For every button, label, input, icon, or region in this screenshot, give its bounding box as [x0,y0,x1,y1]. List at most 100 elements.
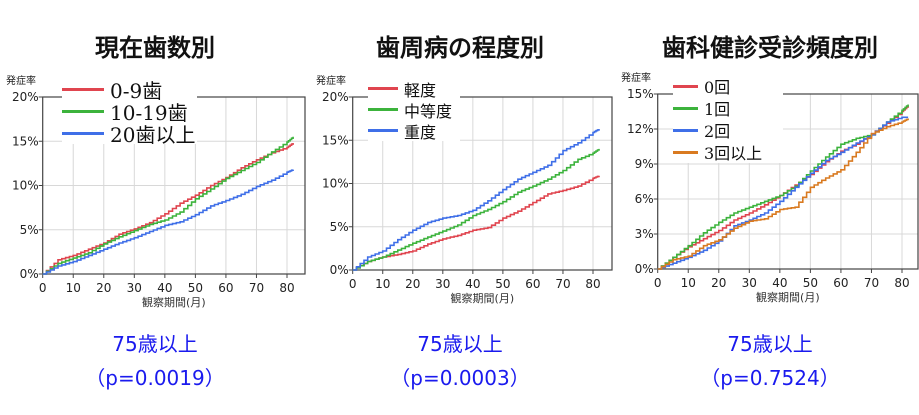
legend-item: 10-19歯 [62,100,197,125]
x-tick-label: 10 [375,277,390,291]
legend-swatch [368,108,398,111]
legend-item: 0回 [673,75,783,97]
legend-label: 20歯以上 [110,122,196,147]
chart-panel: 0 10 20 30 40 50 60 70 80 0% 3% 6% 9% 12% 15% 発症率 観察期間(月… [615,0,919,415]
x-tick-label: 20 [96,281,111,295]
legend-swatch [673,84,698,88]
legend-item: 軽度 [368,78,460,100]
y-tick-label: 0% [330,263,349,277]
chart-subtitle: 75歳以上 [727,332,813,356]
y-tick-label: 6% [635,192,654,206]
legend-item: 1回 [673,97,783,119]
legend-label: 中等度 [404,101,453,121]
legend-swatch [673,150,698,154]
x-tick-label: 0 [349,277,357,291]
y-axis-label: 発症率 [6,74,36,87]
legend-label: 2回 [704,122,731,141]
x-tick-label: 80 [894,276,909,290]
legend-label: 3回以上 [704,144,763,163]
legend-label: 軽度 [404,80,437,100]
chart-svg: 0 10 20 30 40 50 60 70 80 0% 3% 6% 9% 12% 15% 発症率観察期間(月… [621,71,919,304]
legend: 軽度 中等度 重度 [368,78,460,142]
legend-label: 0回 [704,78,731,97]
p-value: （p=0.0019） [85,366,225,390]
x-tick-label: 60 [833,276,848,290]
chart-title: 現在歯数別 [95,34,215,62]
y-axis-label: 発症率 [316,74,346,87]
series-line [657,116,909,270]
x-tick-label: 80 [279,281,294,295]
x-tick-label: 30 [435,277,450,291]
y-tick-label: 3% [635,227,654,241]
x-tick-label: 50 [188,281,203,295]
y-tick-label: 5% [330,220,349,234]
y-tick-label: 20% [12,90,39,104]
plot-frame [352,96,613,271]
x-tick-label: 50 [803,276,818,290]
p-value: （p=0.7524） [700,366,840,390]
x-tick-label: 10 [681,276,696,290]
x-tick-label: 70 [555,277,570,291]
x-tick-label: 20 [405,277,420,291]
y-tick-label: 0% [20,267,39,281]
legend-label: 10-19歯 [110,100,188,125]
chart-title: 歯周病の程度別 [376,34,544,62]
legend-item: 0-9歯 [62,78,197,103]
series-line [42,143,294,275]
x-tick-label: 70 [864,276,879,290]
chart-panel: 0 10 20 30 40 50 60 70 80 0% 5% 10% 15% 20% 発症率 観察期間(月)… [310,0,615,415]
x-tick-label: 10 [66,281,81,295]
x-tick-label: 70 [249,281,264,295]
x-axis-label: 観察期間(月) [142,295,206,309]
x-tick-label: 30 [127,281,142,295]
x-tick-label: 80 [585,277,600,291]
x-tick-label: 0 [39,281,47,295]
y-tick-label: 5% [20,223,39,237]
series-line [42,136,294,275]
y-tick-label: 15% [12,134,39,148]
legend-item: 3回以上 [673,141,783,163]
x-tick-label: 40 [465,277,480,291]
x-axis-label: 観察期間(月) [756,290,820,304]
legend-swatch [368,129,398,132]
chart-subtitle: 75歳以上 [417,332,503,356]
x-tick-label: 40 [772,276,787,290]
legend-item: 2回 [673,119,783,141]
chart-panel: 0 10 20 30 40 50 60 70 80 0% 5% 10% 15% 20% 発症率 観察期間(月)… [0,0,310,415]
legend-swatch [62,131,104,135]
x-tick-label: 30 [742,276,757,290]
y-tick-label: 0% [635,262,654,276]
chart-title: 歯科健診受診頻度別 [662,34,878,62]
x-tick-label: 60 [525,277,540,291]
legend-swatch [62,87,104,91]
series-line [657,118,909,270]
series-line [352,175,600,271]
p-value: （p=0.0003） [390,366,530,390]
x-tick-label: 40 [157,281,172,295]
x-axis-label: 観察期間(月) [451,291,515,305]
y-axis-label: 発症率 [621,71,651,84]
x-tick-label: 0 [654,276,662,290]
legend: 0回 1回 2回 3回以上 [673,75,783,163]
y-tick-label: 9% [635,157,654,171]
series-line [352,129,600,271]
series-line [352,148,600,271]
legend-swatch [368,87,398,90]
plot-frame [657,93,919,270]
x-tick-label: 20 [711,276,726,290]
x-tick-label: 50 [495,277,510,291]
y-tick-label: 20% [322,90,349,104]
legend-swatch [673,106,698,110]
x-tick-label: 60 [218,281,233,295]
legend: 0-9歯 10-19歯 20歯以上 [62,78,197,147]
legend-label: 0-9歯 [110,78,163,103]
legend-label: 重度 [404,122,437,142]
legend-item: 重度 [368,120,460,142]
y-tick-label: 12% [627,122,654,136]
series-line [42,169,294,275]
legend-label: 1回 [704,100,731,119]
legend-swatch [62,109,104,113]
legend-item: 中等度 [368,99,460,121]
y-tick-label: 15% [322,133,349,147]
